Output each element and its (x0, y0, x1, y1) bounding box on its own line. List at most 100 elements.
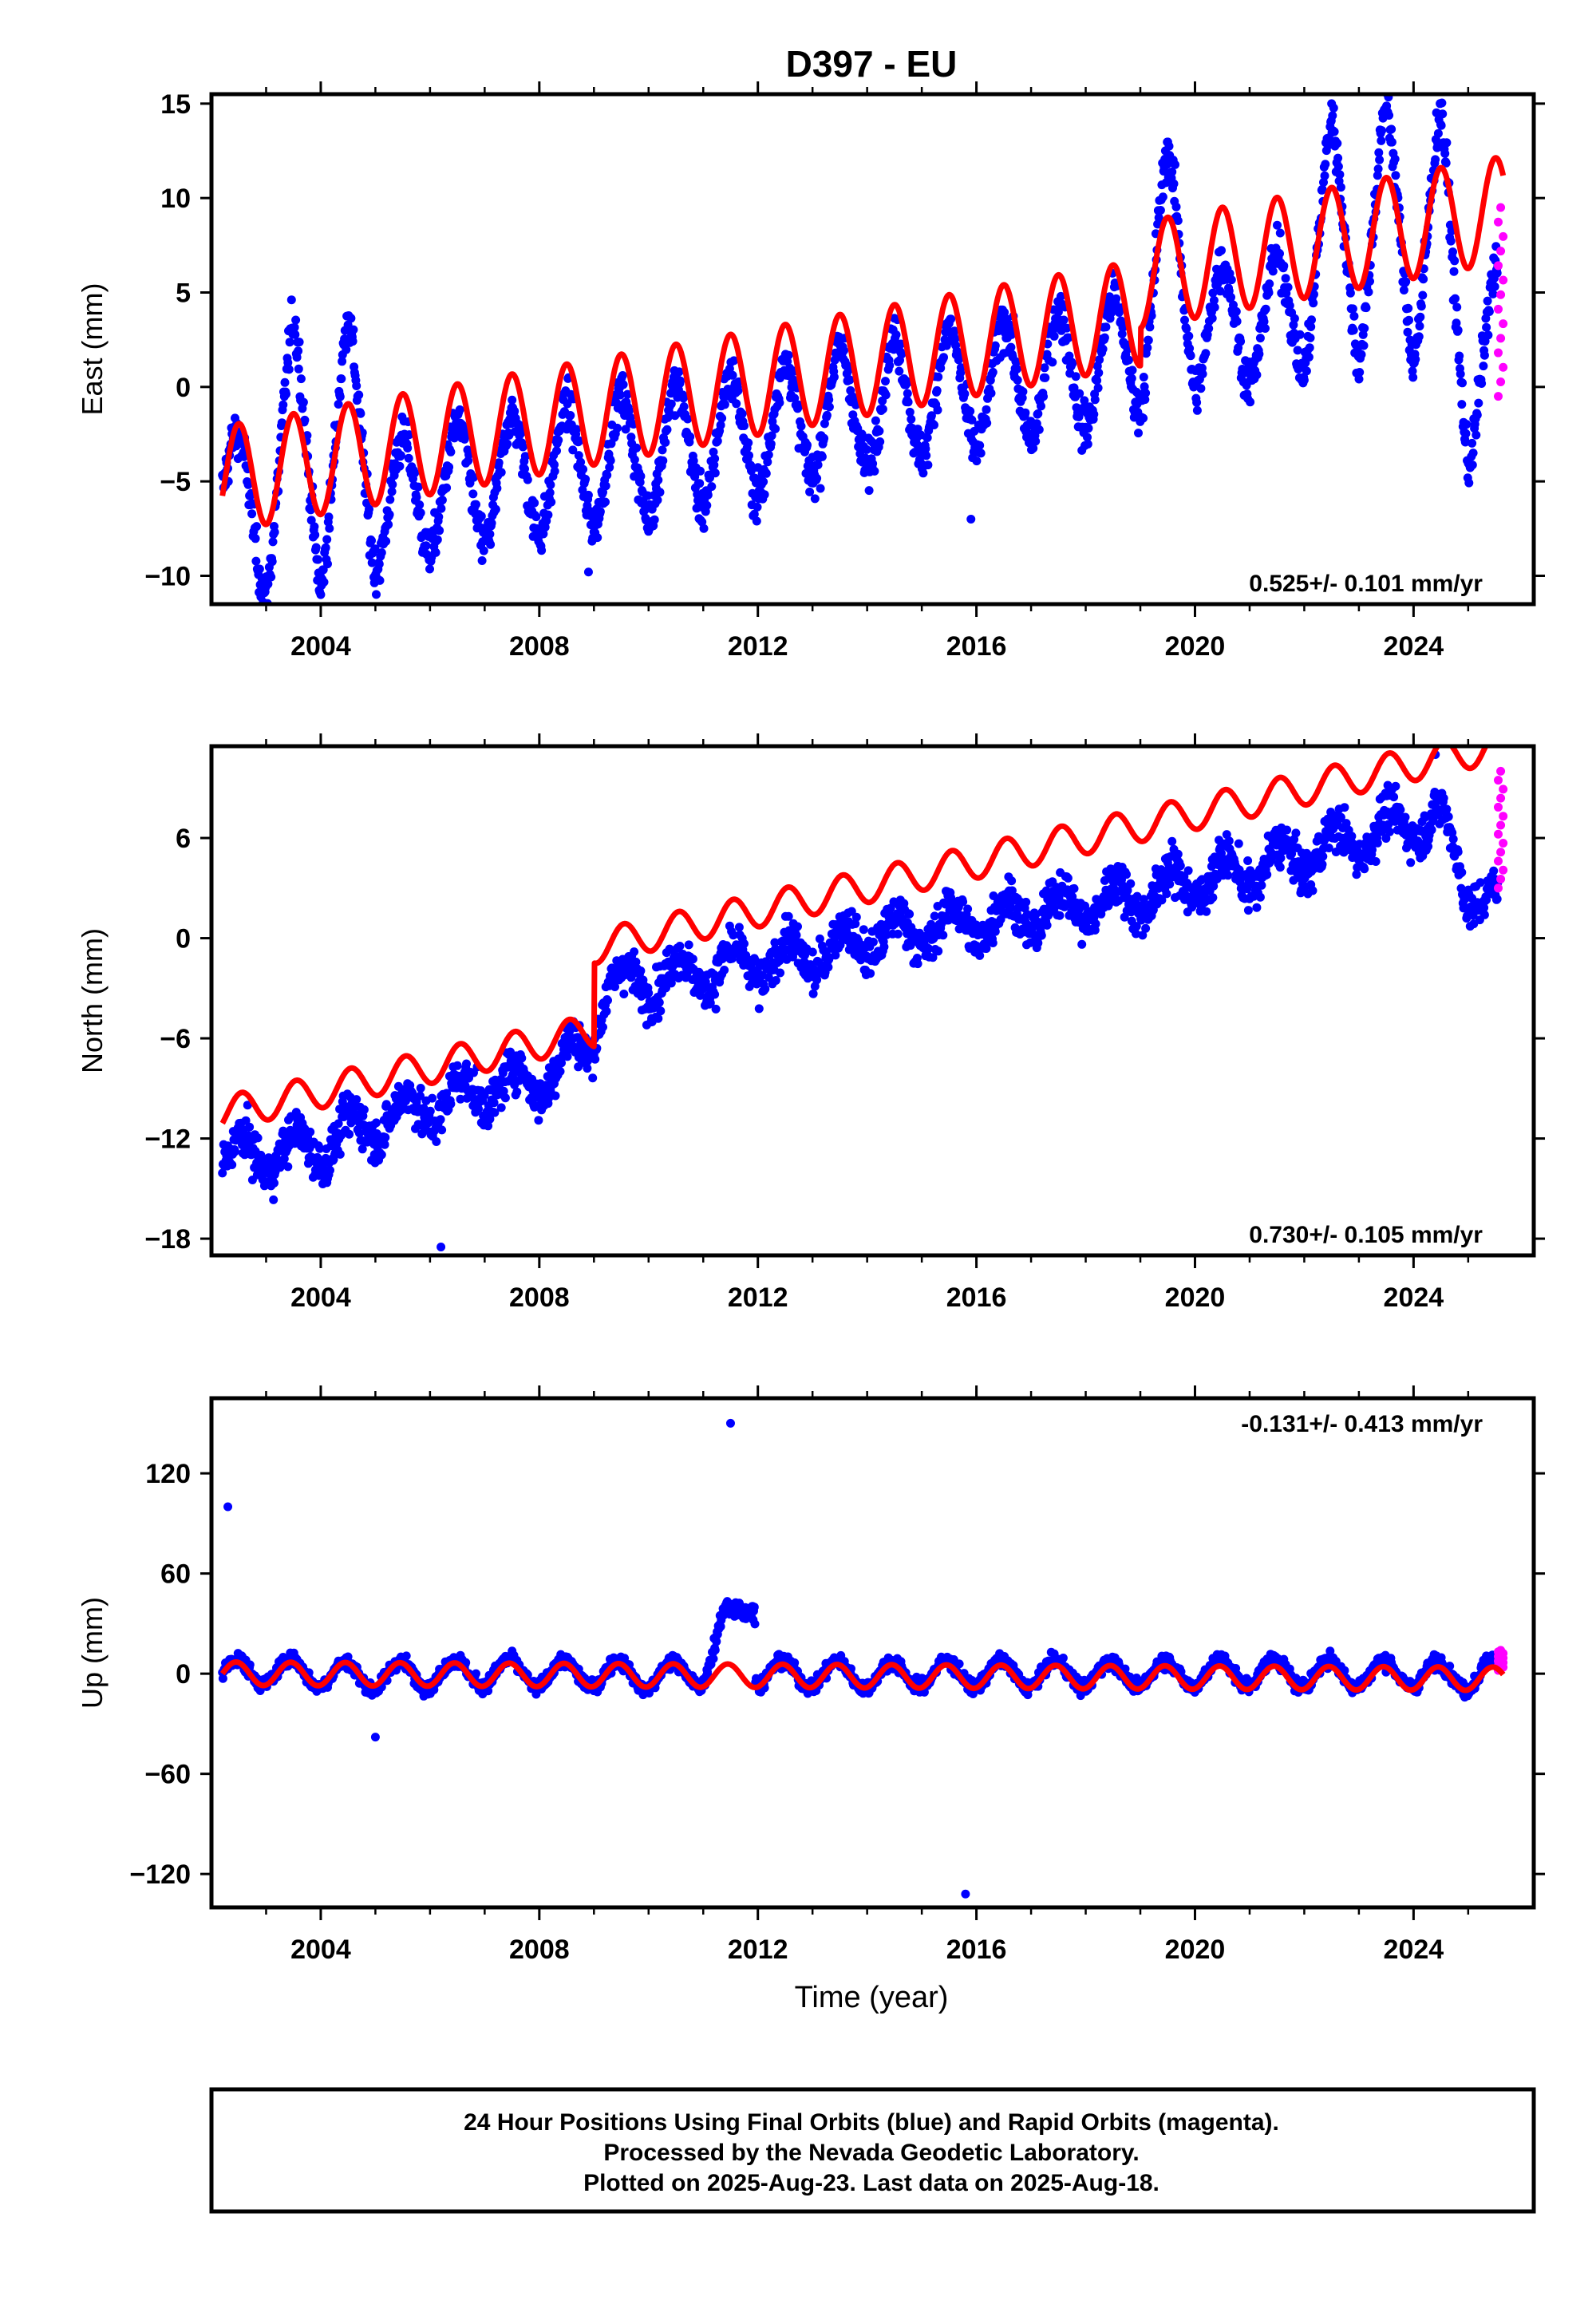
east-point (805, 487, 815, 496)
east-point (745, 451, 753, 460)
east-point (761, 468, 771, 478)
east-point (1319, 178, 1328, 187)
north-xtick-label: 2016 (946, 1282, 1007, 1313)
east-point (1455, 351, 1464, 361)
east-point (323, 559, 332, 569)
east-point (1252, 370, 1262, 380)
north-rapid-point (1493, 802, 1503, 812)
north-point (1255, 892, 1265, 902)
north-point (636, 966, 646, 975)
east-point (868, 459, 878, 468)
east-point (690, 472, 700, 481)
east-point (568, 445, 578, 455)
north-point (893, 929, 903, 939)
east-point (922, 433, 932, 442)
north-final-orbit-points (218, 749, 1503, 1252)
up-data-layer (218, 1418, 1508, 1899)
east-point (1464, 478, 1474, 488)
north-point (345, 1129, 354, 1139)
east-point (661, 437, 670, 447)
east-point (820, 419, 829, 429)
east-point (1460, 437, 1470, 447)
north-point (1389, 792, 1399, 802)
east-point (1012, 358, 1021, 367)
east-point (291, 315, 301, 325)
east-point (520, 452, 530, 461)
east-outlier-point (316, 590, 326, 599)
north-point (1167, 836, 1177, 846)
east-point (1335, 170, 1345, 180)
east-point (1140, 395, 1150, 405)
north-point (1317, 860, 1327, 869)
east-point (1056, 291, 1065, 301)
east-rapid-point (1493, 217, 1503, 227)
east-velocity-label: 0.525+/- 0.101 mm/yr (1249, 571, 1483, 597)
east-point (1095, 355, 1104, 365)
east-y-axis-label: East (mm) (76, 283, 109, 416)
east-point (311, 543, 321, 552)
north-point (335, 1149, 345, 1159)
east-point (1360, 323, 1369, 333)
east-point (1373, 171, 1382, 180)
east-point (1100, 333, 1109, 342)
east-point (255, 564, 264, 574)
east-point (1204, 324, 1214, 334)
east-ytick-label: 0 (176, 373, 191, 403)
east-point (377, 548, 386, 557)
east-point (601, 481, 610, 491)
east-point (864, 486, 874, 496)
north-point (784, 911, 793, 921)
east-point (1333, 139, 1342, 148)
north-rapid-point (1499, 838, 1508, 848)
east-rapid-point (1496, 203, 1506, 212)
east-point (477, 556, 487, 565)
east-point (252, 522, 262, 532)
north-point (654, 1014, 663, 1023)
east-point (1207, 314, 1217, 323)
east-point (655, 488, 665, 497)
east-point (1411, 354, 1420, 364)
north-point (905, 909, 915, 919)
east-point (709, 447, 718, 456)
east-point (487, 519, 496, 528)
east-point (966, 406, 975, 416)
east-point (710, 468, 720, 478)
east-point (348, 337, 358, 346)
east-ytick-label: −5 (160, 467, 191, 497)
north-rapid-point (1493, 883, 1503, 893)
east-point (1117, 330, 1127, 338)
east-point (1265, 279, 1274, 289)
east-point (1456, 370, 1465, 379)
east-point (1399, 286, 1408, 294)
east-point (319, 577, 329, 587)
east-point (554, 436, 563, 445)
north-point (1126, 879, 1136, 888)
north-point (1291, 828, 1301, 838)
east-point (946, 314, 956, 324)
north-point (688, 954, 697, 964)
east-point (593, 533, 602, 543)
east-point (875, 426, 884, 436)
north-point (988, 939, 998, 947)
east-point (1387, 124, 1396, 134)
east-point (1144, 335, 1153, 345)
east-point (713, 437, 722, 446)
east-point (760, 490, 769, 500)
east-point (342, 345, 351, 354)
east-point (290, 322, 299, 332)
north-point (975, 951, 985, 960)
north-point (1063, 873, 1073, 883)
north-point (354, 1128, 364, 1138)
east-rapid-point (1499, 319, 1508, 329)
north-rapid-point (1499, 785, 1508, 794)
north-point (654, 998, 664, 1007)
east-point (1404, 303, 1413, 313)
east-point (1254, 350, 1264, 359)
east-point (433, 535, 442, 544)
north-point (1347, 832, 1357, 841)
east-point (296, 374, 306, 384)
east-point (381, 536, 391, 546)
east-point (1349, 311, 1359, 321)
east-point (1208, 288, 1218, 298)
east-plot-frame (209, 92, 1536, 607)
